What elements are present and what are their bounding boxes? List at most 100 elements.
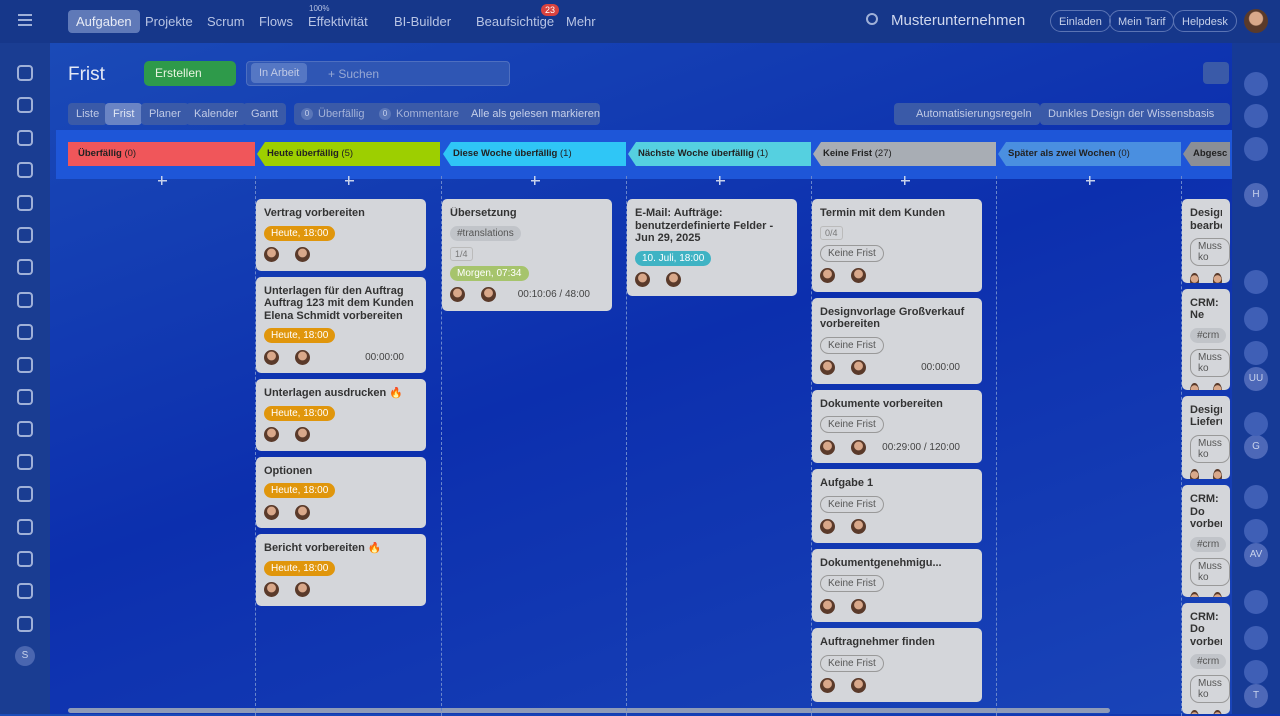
nav-item[interactable]: Scrum — [207, 14, 245, 29]
chat-avatar[interactable]: AV — [1244, 543, 1268, 567]
sidebar-icon[interactable] — [17, 583, 33, 600]
nav-item[interactable]: Flows — [259, 14, 293, 29]
task-card[interactable]: Designv Lieferun Muss ko — [1182, 395, 1230, 480]
column-header[interactable]: Heute überfällig (5) — [257, 142, 440, 166]
automation[interactable]: Automatisierungsregeln — [894, 103, 1040, 125]
sidebar-icon[interactable] — [17, 324, 33, 341]
sidebar-icon[interactable] — [17, 162, 33, 179]
add-task[interactable] — [344, 176, 354, 185]
add-task[interactable] — [1085, 176, 1095, 185]
sidebar-icon[interactable] — [17, 356, 33, 373]
sidebar-icon[interactable] — [17, 518, 33, 535]
task-card[interactable]: Designvorlage Großverkauf vorbereiten Kei… — [812, 297, 982, 384]
people-row — [1190, 272, 1223, 283]
task-card[interactable]: Vertrag vorbereiten Heute, 18:00 — [256, 199, 426, 271]
sidebar-icon[interactable] — [17, 421, 33, 438]
view-tab[interactable]: Liste — [68, 103, 108, 125]
sidebar-icon[interactable] — [17, 97, 33, 114]
add-task[interactable] — [715, 176, 725, 185]
top-button[interactable]: Mein Tarif — [1109, 10, 1175, 32]
sidebar-icon[interactable] — [17, 551, 33, 567]
people-row — [264, 504, 418, 520]
column-header[interactable]: Nächste Woche überfällig (1) — [628, 142, 811, 166]
people-row — [1190, 592, 1223, 597]
creator-avatar — [1190, 383, 1199, 390]
top-button[interactable]: Helpdesk — [1173, 10, 1237, 32]
search-input[interactable]: + Suchen — [328, 67, 380, 81]
responsible-avatar — [851, 598, 866, 614]
add-task[interactable] — [900, 176, 910, 185]
sidebar-icon[interactable] — [17, 453, 33, 470]
tag-wrap: #crm — [1190, 327, 1227, 349]
task-card[interactable]: Dokumentgenehmigu... Keine Frist — [812, 548, 982, 622]
task-card[interactable]: Dokumente vorbereiten Keine Frist 00:29:00… — [812, 389, 982, 463]
sidebar-icon[interactable] — [17, 65, 33, 81]
nav-item[interactable]: Beaufsichtige — [476, 14, 555, 29]
creator-avatar — [820, 519, 835, 534]
task-card[interactable]: E-Mail: Aufträge: benutzerdefinierte Fel… — [627, 199, 797, 296]
theme-select[interactable]: Dunkles Design der Wissensbasis — [1040, 103, 1230, 125]
sidebar-icon[interactable] — [17, 486, 33, 503]
task-card[interactable]: Übersetzung #translations 1/4 Morgen, 07:34… — [442, 199, 612, 311]
column-count: (5) — [338, 148, 354, 159]
deadline: Muss ko — [1190, 434, 1230, 463]
nav-item[interactable]: Effektivität — [308, 14, 368, 29]
column-header[interactable]: Überfällig (0) — [68, 142, 255, 166]
comments-label: Kommentare — [396, 108, 459, 120]
sidebar-icon[interactable] — [17, 291, 33, 308]
task-card[interactable]: Unterlagen für den Auftrag Auftrag 123 m… — [256, 276, 426, 373]
column-header[interactable]: Abgesc — [1183, 142, 1230, 166]
sidebar-icon[interactable] — [17, 227, 33, 243]
add-task[interactable] — [157, 176, 167, 185]
task-card[interactable]: Auftragnehmer finden Keine Frist — [812, 628, 982, 702]
task-card[interactable]: Designv bearbeit Muss ko — [1182, 199, 1230, 283]
time-tracker: 00:00:00 — [921, 362, 960, 373]
task-card[interactable]: CRM: Ne #crm Muss ko — [1182, 288, 1230, 390]
column-count: (1) — [557, 148, 572, 159]
column-count: (0) — [121, 148, 137, 159]
task-card[interactable]: CRM: Do vorberei #crm Muss ko — [1182, 602, 1230, 714]
nav-item[interactable]: Aufgaben — [68, 10, 140, 33]
people-row — [264, 427, 418, 443]
task-card[interactable]: Termin mit dem Kunden 0/4 Keine Frist — [812, 199, 982, 292]
task-card[interactable]: CRM: Do vorberei #crm Muss ko — [1182, 485, 1230, 597]
view-tab[interactable]: Planer — [141, 103, 189, 125]
sidebar-icon[interactable] — [17, 129, 33, 146]
task-card[interactable]: Optionen Heute, 18:00 — [256, 456, 426, 528]
mark-read[interactable]: Alle als gelesen markieren — [471, 108, 601, 120]
column-header[interactable]: Später als zwei Wochen (0) — [998, 142, 1181, 166]
top-button[interactable]: Einladen — [1050, 10, 1111, 32]
sidebar-icon[interactable] — [17, 389, 33, 405]
sidebar-icon[interactable] — [17, 194, 33, 211]
people-row: 00:00:00 — [820, 360, 974, 376]
chat-avatar[interactable]: T — [1244, 684, 1268, 708]
column-header[interactable]: Keine Frist (27) — [813, 142, 996, 166]
column-header[interactable]: Diese Woche überfällig (1) — [443, 142, 626, 166]
chat-avatar[interactable]: G — [1244, 435, 1268, 459]
nav-item[interactable]: Projekte — [145, 14, 193, 29]
task-card[interactable]: Bericht vorbereiten 🔥 Heute, 18:00 — [256, 534, 426, 606]
efficiency: 100% — [309, 4, 330, 13]
creator-avatar — [820, 439, 835, 455]
column-title: Diese Woche überfällig — [453, 148, 558, 159]
filter-chip[interactable]: In Arbeit — [251, 63, 308, 83]
chat-icon — [1244, 307, 1268, 331]
creator-avatar — [635, 272, 650, 287]
sidebar-icon[interactable] — [17, 615, 33, 632]
chat-avatar[interactable]: H — [1244, 183, 1268, 207]
task-card[interactable]: Aufgabe 1 Keine Frist — [812, 469, 982, 543]
view-tab[interactable]: Frist — [105, 103, 143, 125]
nav-item[interactable]: Mehr — [566, 14, 596, 29]
chat-avatar[interactable]: UU — [1244, 367, 1268, 391]
create-button[interactable]: Erstellen — [144, 61, 236, 86]
add-task[interactable] — [530, 176, 540, 185]
responsible-avatar — [1213, 592, 1223, 597]
view-tab[interactable]: Kalender — [186, 103, 247, 125]
deadline-wrap: Keine Frist — [820, 575, 974, 598]
menu-icon[interactable] — [18, 14, 32, 26]
view-tab[interactable]: Gantt — [243, 103, 286, 125]
deadline-wrap: Keine Frist — [820, 495, 974, 519]
sidebar-icon[interactable] — [17, 259, 33, 276]
task-card[interactable]: Unterlagen ausdrucken 🔥 Heute, 18:00 — [256, 379, 426, 451]
nav-item[interactable]: BI-Builder — [394, 14, 452, 29]
